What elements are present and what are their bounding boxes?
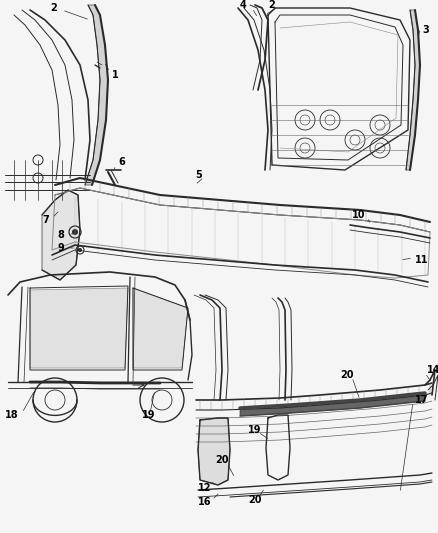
Text: 9: 9: [57, 243, 64, 253]
Polygon shape: [30, 288, 128, 368]
Text: 4: 4: [240, 0, 247, 10]
Text: 7: 7: [42, 215, 49, 225]
Text: 5: 5: [195, 170, 202, 180]
Text: 17: 17: [415, 395, 428, 405]
Polygon shape: [42, 190, 80, 280]
Text: 16: 16: [198, 497, 212, 507]
Polygon shape: [406, 10, 420, 170]
Text: 3: 3: [422, 25, 429, 35]
Text: 8: 8: [57, 230, 64, 240]
Text: 18: 18: [5, 410, 19, 420]
Text: 6: 6: [118, 157, 125, 167]
Text: 10: 10: [352, 210, 365, 220]
Text: 11: 11: [415, 255, 428, 265]
Text: 12: 12: [198, 483, 212, 493]
Text: 14: 14: [427, 365, 438, 375]
Polygon shape: [85, 5, 108, 185]
Text: 20: 20: [248, 495, 261, 505]
Text: 20: 20: [215, 455, 229, 465]
Polygon shape: [198, 418, 230, 485]
Circle shape: [73, 230, 78, 235]
Polygon shape: [133, 288, 188, 368]
Text: 1: 1: [112, 70, 119, 80]
Polygon shape: [240, 393, 425, 416]
Text: 19: 19: [248, 425, 261, 435]
Text: 2: 2: [50, 3, 57, 13]
Text: 19: 19: [142, 410, 155, 420]
Text: 20: 20: [340, 370, 353, 380]
Circle shape: [78, 248, 81, 252]
Text: 2: 2: [268, 0, 275, 10]
